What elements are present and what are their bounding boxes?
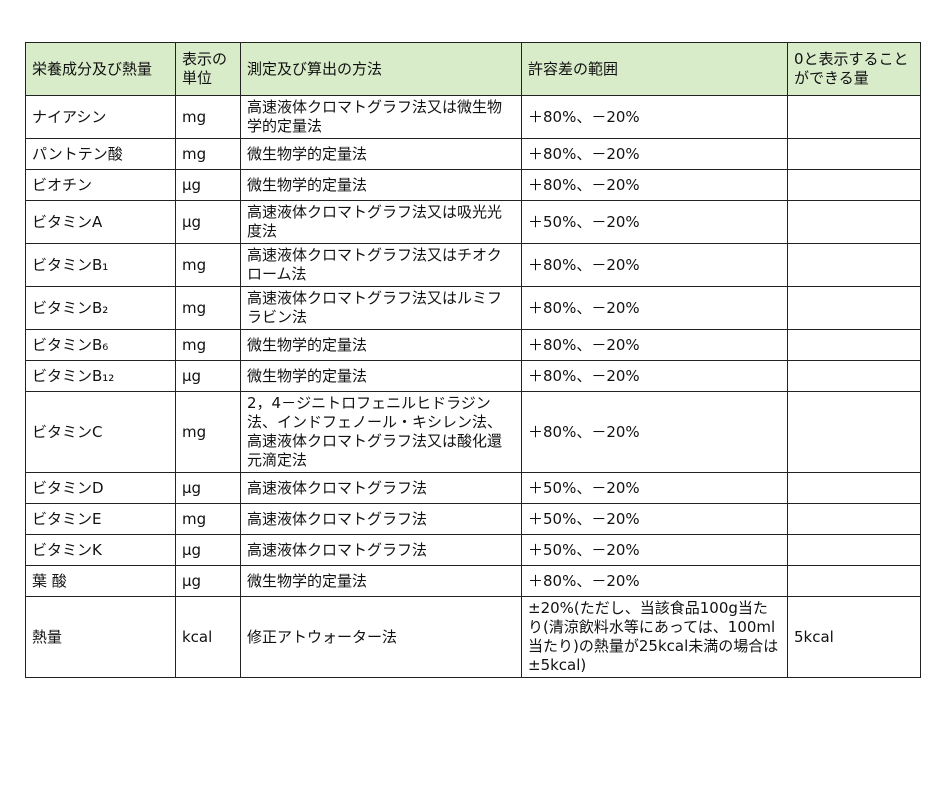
table-cell: ±20%(ただし、当該食品100g当たり(清涼飲料水等にあっては、100ml当た… (521, 596, 788, 678)
table-cell: ＋50%、－20% (521, 200, 788, 244)
table-cell: μg (175, 565, 241, 597)
table-cell (787, 95, 921, 139)
table-cell: mg (175, 391, 241, 473)
table-row: ビタミンC mg 2，4－ジニトロフェニルヒドラジン法、インドフェノール・キシレン法… (25, 391, 921, 473)
table-cell: ビタミンA (25, 200, 176, 244)
table-cell: ビタミンB₁₂ (25, 360, 176, 392)
table-cell: ビタミンE (25, 503, 176, 535)
table-cell: ＋80%、－20% (521, 329, 788, 361)
table-cell: mg (175, 503, 241, 535)
table-cell: 高速液体クロマトグラフ法又は吸光光度法 (240, 200, 522, 244)
table-cell: 5kcal (787, 596, 921, 678)
table-cell: 高速液体クロマトグラフ法又はルミフラビン法 (240, 286, 522, 330)
table-cell: ＋80%、－20% (521, 391, 788, 473)
table-cell (787, 138, 921, 170)
table-cell (787, 329, 921, 361)
table-cell: 高速液体クロマトグラフ法又はチオクローム法 (240, 243, 522, 287)
table-cell: kcal (175, 596, 241, 678)
table-cell: μg (175, 472, 241, 504)
table-cell: μg (175, 169, 241, 201)
table-cell: ビタミンB₆ (25, 329, 176, 361)
header-cell: 許容差の範囲 (521, 42, 788, 96)
table-cell: μg (175, 200, 241, 244)
table-row: ビタミンB₁₂ μg 微生物学的定量法 ＋80%、－20% (25, 360, 921, 392)
table-row: ビタミンE mg 高速液体クロマトグラフ法 ＋50%、－20% (25, 503, 921, 535)
table-cell (787, 169, 921, 201)
table-cell (787, 565, 921, 597)
table-row: ビタミンD μg 高速液体クロマトグラフ法 ＋50%、－20% (25, 472, 921, 504)
table-cell: 熱量 (25, 596, 176, 678)
table-cell: ＋80%、－20% (521, 169, 788, 201)
table-row: ビタミンB₆ mg 微生物学的定量法 ＋80%、－20% (25, 329, 921, 361)
table-cell: ビタミンB₂ (25, 286, 176, 330)
table-row: 葉 酸 μg 微生物学的定量法 ＋80%、－20% (25, 565, 921, 597)
table-cell: 葉 酸 (25, 565, 176, 597)
table-row: ナイアシン mg 高速液体クロマトグラフ法又は微生物学的定量法 ＋80%、－20% (25, 95, 921, 139)
table-cell: 高速液体クロマトグラフ法 (240, 534, 522, 566)
table-cell (787, 360, 921, 392)
table-cell: ナイアシン (25, 95, 176, 139)
table-cell: 微生物学的定量法 (240, 329, 522, 361)
table-cell: パントテン酸 (25, 138, 176, 170)
table-cell: ＋80%、－20% (521, 138, 788, 170)
table-cell (787, 200, 921, 244)
table-cell: ビタミンK (25, 534, 176, 566)
table-cell: mg (175, 329, 241, 361)
table-cell (787, 391, 921, 473)
table-row: ビタミンA μg 高速液体クロマトグラフ法又は吸光光度法 ＋50%、－20% (25, 200, 921, 244)
header-row: 栄養成分及び熱量 表示の単位 測定及び算出の方法 許容差の範囲 0と表示することができる… (25, 42, 921, 96)
table-row: ビタミンK μg 高速液体クロマトグラフ法 ＋50%、－20% (25, 534, 921, 566)
table-cell: ビタミンC (25, 391, 176, 473)
table-cell: ビオチン (25, 169, 176, 201)
table-cell: 微生物学的定量法 (240, 360, 522, 392)
nutrition-table: 栄養成分及び熱量 表示の単位 測定及び算出の方法 許容差の範囲 0と表示することができる… (25, 42, 921, 678)
table-cell: 微生物学的定量法 (240, 169, 522, 201)
table-row: ビタミンB₂ mg 高速液体クロマトグラフ法又はルミフラビン法 ＋80%、－20% (25, 286, 921, 330)
table-row: パントテン酸 mg 微生物学的定量法 ＋80%、－20% (25, 138, 921, 170)
table-cell: 高速液体クロマトグラフ法 (240, 472, 522, 504)
table-cell: ＋80%、－20% (521, 360, 788, 392)
table-cell: 2，4－ジニトロフェニルヒドラジン法、インドフェノール・キシレン法、高速液体クロ… (240, 391, 522, 473)
table-cell (787, 534, 921, 566)
table-row: ビタミンB₁ mg 高速液体クロマトグラフ法又はチオクローム法 ＋80%、－20% (25, 243, 921, 287)
table-cell: 修正アトウォーター法 (240, 596, 522, 678)
table-cell: ビタミンD (25, 472, 176, 504)
table-cell: 微生物学的定量法 (240, 565, 522, 597)
table-cell: 微生物学的定量法 (240, 138, 522, 170)
table-cell (787, 472, 921, 504)
table-cell: mg (175, 95, 241, 139)
table-cell: ビタミンB₁ (25, 243, 176, 287)
table-cell: μg (175, 360, 241, 392)
table-row: 熱量 kcal 修正アトウォーター法 ±20%(ただし、当該食品100g当たり(清涼飲… (25, 596, 921, 678)
table-row: ビオチン μg 微生物学的定量法 ＋80%、－20% (25, 169, 921, 201)
table-cell (787, 503, 921, 535)
table-cell: μg (175, 534, 241, 566)
header-cell: 0と表示することができる量 (787, 42, 921, 96)
table-cell: ＋50%、－20% (521, 534, 788, 566)
table-cell: ＋80%、－20% (521, 95, 788, 139)
table-cell: 高速液体クロマトグラフ法又は微生物学的定量法 (240, 95, 522, 139)
table-cell: mg (175, 138, 241, 170)
header-cell: 測定及び算出の方法 (240, 42, 522, 96)
table-cell: mg (175, 286, 241, 330)
header-cell: 表示の単位 (175, 42, 241, 96)
table-cell: ＋80%、－20% (521, 243, 788, 287)
table-cell (787, 286, 921, 330)
table-cell (787, 243, 921, 287)
table-cell: ＋50%、－20% (521, 503, 788, 535)
table-cell: ＋80%、－20% (521, 565, 788, 597)
table-cell: 高速液体クロマトグラフ法 (240, 503, 522, 535)
table-cell: ＋50%、－20% (521, 472, 788, 504)
table-cell: ＋80%、－20% (521, 286, 788, 330)
header-cell: 栄養成分及び熱量 (25, 42, 176, 96)
table-cell: mg (175, 243, 241, 287)
